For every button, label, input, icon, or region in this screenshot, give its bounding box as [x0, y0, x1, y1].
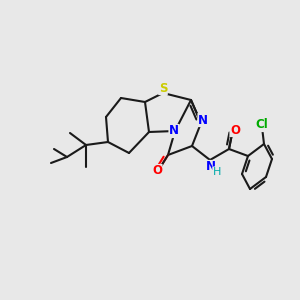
Text: N: N [206, 160, 216, 173]
Text: Cl: Cl [256, 118, 268, 131]
Text: O: O [152, 164, 162, 178]
Text: N: N [169, 124, 179, 137]
Text: H: H [213, 167, 221, 177]
Text: N: N [198, 113, 208, 127]
Text: O: O [230, 124, 240, 136]
Text: S: S [159, 82, 167, 94]
